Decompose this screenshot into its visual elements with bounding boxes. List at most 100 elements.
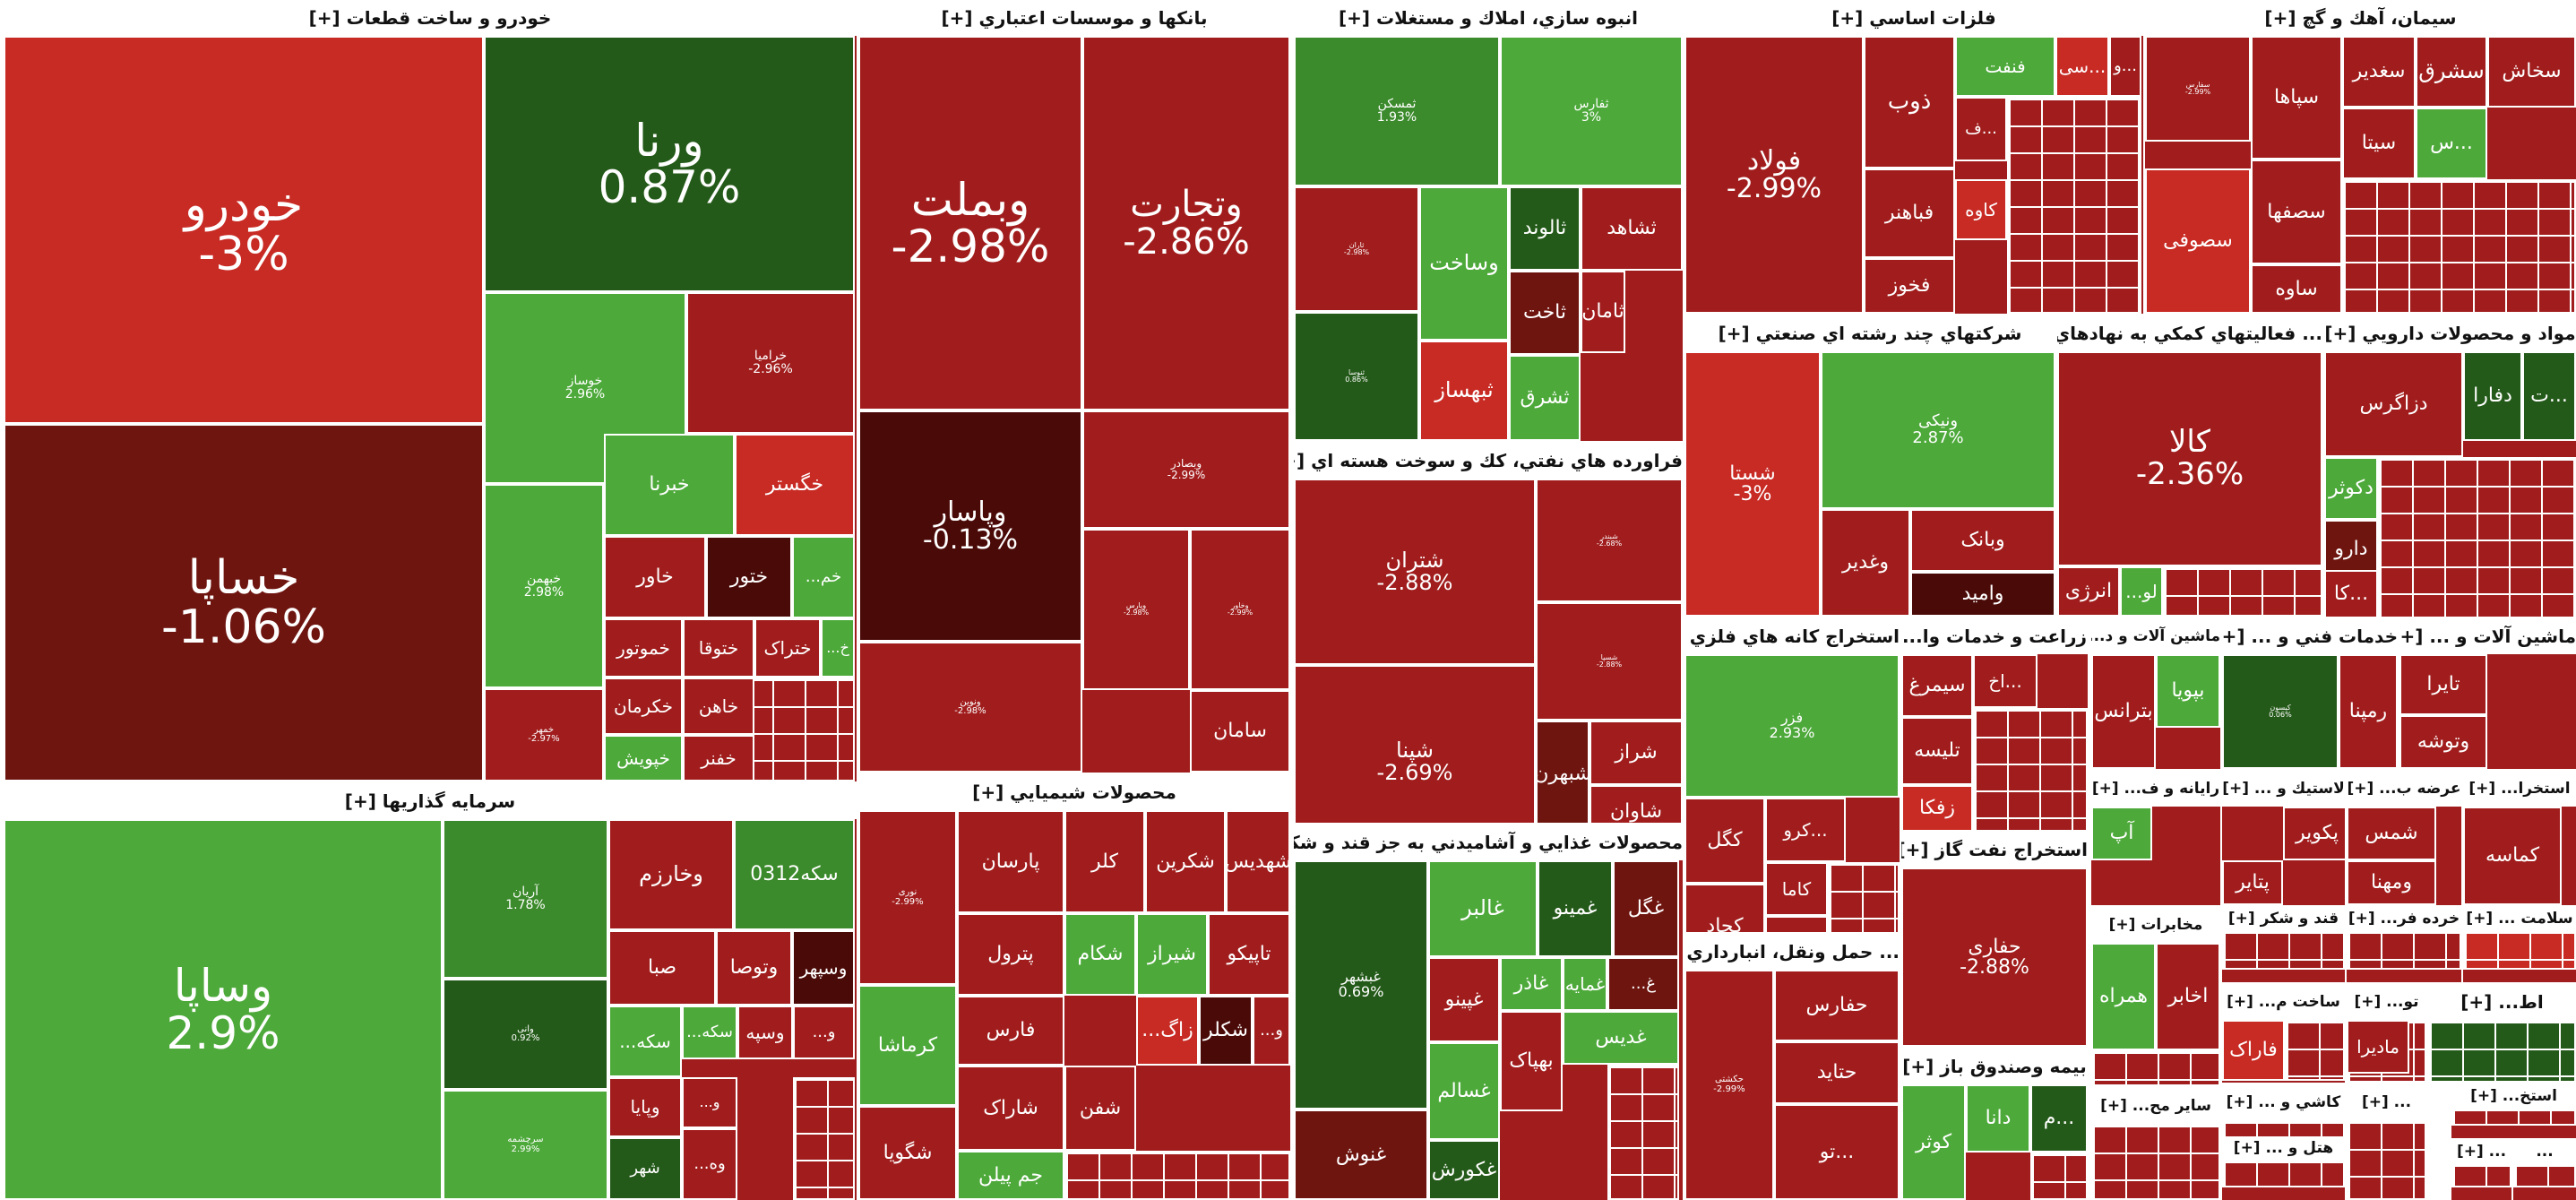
stock-tile[interactable]: آپ bbox=[2091, 807, 2152, 860]
stock-tile[interactable]: تلیسه bbox=[1901, 717, 1973, 785]
stock-tile[interactable]: ...ت bbox=[2522, 351, 2576, 441]
stock-tile[interactable]: غمینو bbox=[1538, 860, 1613, 957]
stock-tile[interactable]: سغدیر bbox=[2342, 36, 2416, 108]
stock-tile[interactable]: وغدیر bbox=[1821, 509, 1910, 617]
sector-title[interactable]: انبوه سازي، املاك و مستغلات [+] bbox=[1294, 0, 1683, 36]
stock-tile[interactable]: پکویر bbox=[2283, 807, 2345, 860]
stock-tile[interactable]: فباهنر bbox=[1864, 168, 1955, 258]
stock-tile[interactable]: وپاسار -0.13% bbox=[858, 410, 1082, 642]
stock-tile[interactable]: زاگ... bbox=[1136, 996, 1199, 1066]
stock-tile[interactable]: انرژی bbox=[2057, 566, 2120, 617]
stock-tile[interactable]: شتران -2.88% bbox=[1294, 479, 1536, 665]
sector-title[interactable]: مواد و محصولات دارويي [+] bbox=[2324, 315, 2576, 351]
stock-tile[interactable]: شستا -3% bbox=[1684, 351, 1821, 617]
stock-tile[interactable]: شبندر -2.68% bbox=[1536, 479, 1683, 602]
stock-tile[interactable]: شمس bbox=[2347, 807, 2436, 860]
stock-tile[interactable]: ومهنا bbox=[2347, 860, 2436, 905]
sector-title[interactable]: بيمه وصندوق باز [+] bbox=[1901, 1049, 2088, 1084]
stock-tile[interactable]: حفاری -2.88% bbox=[1901, 868, 2088, 1047]
stock-tile[interactable]: ثامان bbox=[1581, 271, 1625, 353]
stock-tile[interactable]: سکه... bbox=[608, 1006, 682, 1077]
stock-tile[interactable]: کچاد bbox=[1684, 884, 1765, 932]
stock-tile[interactable]: وخارزم bbox=[608, 819, 734, 930]
stock-tile[interactable]: فارس bbox=[957, 996, 1064, 1066]
sector-title[interactable]: استخراج نفت گاز [+] bbox=[1901, 832, 2088, 868]
stock-tile[interactable]: پترول bbox=[957, 913, 1064, 996]
stock-tile[interactable]: سشرق bbox=[2416, 36, 2487, 108]
stock-tile[interactable]: فولاد -2.99% bbox=[1684, 36, 1864, 314]
stock-tile[interactable]: شسپا -2.88% bbox=[1536, 602, 1683, 721]
stock-tile[interactable]: همراه bbox=[2091, 943, 2156, 1050]
stock-tile[interactable]: ثشاهد bbox=[1581, 186, 1683, 271]
stock-tile[interactable]: شگویا bbox=[858, 1106, 957, 1200]
stock-tile[interactable]: ونیکی 2.87% bbox=[1821, 351, 2055, 509]
stock-tile[interactable]: غدیس bbox=[1563, 1011, 1679, 1065]
stock-tile[interactable]: دارو bbox=[2324, 520, 2378, 579]
sector-title[interactable]: زراعت و خدمات وا... bbox=[1901, 618, 2088, 654]
stock-tile[interactable]: آریان 1.78% bbox=[443, 819, 608, 979]
stock-tile[interactable]: دزاگرس bbox=[2324, 351, 2463, 457]
stock-tile[interactable]: ...م bbox=[2030, 1084, 2088, 1153]
sector-title[interactable]: عرضه ب... [+] bbox=[2347, 771, 2461, 807]
sector-title[interactable]: محصولات غذايي و آشاميدني به جز قند و شكر… bbox=[1294, 824, 1683, 860]
stock-tile[interactable]: ساوه bbox=[2251, 264, 2342, 314]
stock-tile[interactable]: خکرمان bbox=[604, 678, 683, 735]
sector-title[interactable]: رايانه و ف... [+] bbox=[2091, 771, 2220, 807]
stock-tile[interactable]: وانی 0.92% bbox=[443, 979, 608, 1090]
stock-tile[interactable]: کدما bbox=[1765, 916, 1828, 932]
sector-title[interactable]: تو... [+] bbox=[2347, 984, 2426, 1020]
stock-tile[interactable]: نوری -2.99% bbox=[858, 810, 957, 985]
stock-tile[interactable]: وساخت bbox=[1419, 186, 1509, 341]
stock-tile[interactable]: غپینو bbox=[1428, 957, 1500, 1042]
stock-tile[interactable]: خساپا -1.06% bbox=[4, 424, 484, 781]
stock-tile[interactable]: ...سی bbox=[2055, 36, 2109, 97]
sector-title[interactable]: محصولات شيميايي [+] bbox=[858, 774, 1290, 810]
sector-title[interactable]: شركتهاي چند رشته اي صنعتي [+] bbox=[1684, 315, 2055, 351]
stock-tile[interactable]: خبرنا bbox=[604, 434, 735, 536]
stock-tile[interactable]: کگل bbox=[1684, 798, 1765, 884]
stock-tile[interactable]: جم پیلن bbox=[957, 1151, 1064, 1200]
sector-title[interactable]: سلامت ... [+] bbox=[2463, 907, 2576, 930]
sector-title[interactable]: استخراج كانه هاي فلزي [+] bbox=[1684, 618, 1900, 654]
stock-tile[interactable]: تایرا bbox=[2399, 654, 2487, 715]
stock-tile[interactable]: خ... bbox=[821, 618, 855, 678]
stock-tile[interactable]: غکورش bbox=[1428, 1140, 1500, 1200]
stock-tile[interactable]: غالبر bbox=[1428, 860, 1538, 957]
sector-title[interactable]: خودرو و ساخت قطعات [+] bbox=[4, 0, 857, 36]
stock-tile[interactable]: شکلر bbox=[1199, 996, 1253, 1066]
stock-tile[interactable]: کاوه bbox=[1955, 179, 2007, 240]
sector-title[interactable]: استخ... [+] bbox=[2451, 1084, 2576, 1108]
stock-tile[interactable]: ...کرو bbox=[1765, 798, 1846, 862]
sector-title[interactable]: ساخت م... [+] bbox=[2222, 984, 2345, 1020]
stock-tile[interactable]: شاراک bbox=[957, 1066, 1064, 1151]
stock-tile[interactable]: ثنوسا 0.86% bbox=[1294, 312, 1419, 441]
stock-tile[interactable]: شراز bbox=[1590, 721, 1683, 785]
stock-tile[interactable]: خاهن bbox=[683, 678, 754, 735]
stock-tile[interactable]: وساپا 2.9% bbox=[4, 819, 443, 1200]
stock-tile[interactable]: و... bbox=[793, 1006, 855, 1059]
stock-tile[interactable]: سپاها bbox=[2251, 36, 2342, 160]
stock-tile[interactable]: کرماشا bbox=[858, 985, 957, 1106]
sector-title[interactable]: فلزات اساسي [+] bbox=[1684, 0, 2143, 36]
sector-title[interactable]: ... bbox=[2513, 1140, 2576, 1163]
stock-tile[interactable]: فنفت bbox=[1955, 36, 2055, 97]
sector-title[interactable]: استخرا... [+] bbox=[2463, 771, 2576, 807]
stock-tile[interactable]: وپارس -2.98% bbox=[1082, 529, 1190, 690]
stock-tile[interactable]: و... bbox=[1253, 996, 1290, 1066]
stock-tile[interactable]: حفارس bbox=[1774, 970, 1900, 1041]
stock-tile[interactable]: غبشهر 0.69% bbox=[1294, 860, 1428, 1109]
stock-tile[interactable]: خم... bbox=[792, 536, 855, 618]
stock-tile[interactable]: شپنا -2.69% bbox=[1294, 665, 1536, 823]
stock-tile[interactable]: خگستر bbox=[735, 434, 855, 536]
sector-title[interactable]: قند و شكر [+] bbox=[2222, 907, 2345, 930]
stock-tile[interactable]: ...س bbox=[2416, 108, 2487, 179]
stock-tile[interactable]: شکرین bbox=[1145, 810, 1226, 913]
sector-title[interactable]: مخابرات [+] bbox=[2091, 907, 2220, 943]
stock-tile[interactable]: ثبهساز bbox=[1419, 341, 1509, 441]
stock-tile[interactable]: وبملت -2.98% bbox=[858, 36, 1082, 410]
stock-tile[interactable]: ثفارس 3% bbox=[1500, 36, 1683, 186]
stock-tile[interactable]: سرچشمه 2.99% bbox=[443, 1090, 608, 1200]
stock-tile[interactable]: ذوب bbox=[1864, 36, 1955, 168]
sector-title[interactable]: ... [+] bbox=[2451, 1140, 2511, 1163]
stock-tile[interactable]: شهر bbox=[608, 1137, 682, 1200]
